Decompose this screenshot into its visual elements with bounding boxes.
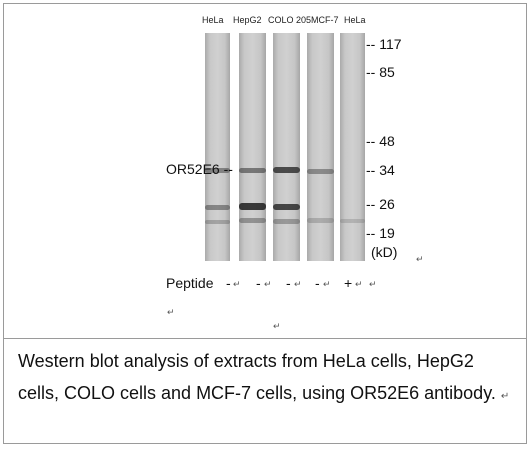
marker-19: -- 19 xyxy=(366,225,395,241)
return-mark: ↵ xyxy=(233,279,241,289)
return-mark: ↵ xyxy=(294,279,302,289)
target-protein-label: OR52E6 -- xyxy=(166,161,233,177)
lane-label-hela: HeLa xyxy=(202,15,224,25)
band-34kd xyxy=(273,167,300,173)
band-26kd xyxy=(205,205,230,210)
peptide-value-hela: - xyxy=(226,275,231,291)
lane-label-colo205: COLO 205 xyxy=(268,15,312,25)
band-22kd xyxy=(273,219,300,224)
marker-48: -- 48 xyxy=(366,133,395,149)
peptide-label: Peptide xyxy=(166,275,214,291)
caption-divider xyxy=(3,338,527,339)
band-22kd xyxy=(307,218,334,223)
unit-label: (kD) xyxy=(371,244,398,260)
figure-caption: Western blot analysis of extracts from H… xyxy=(18,346,518,412)
return-mark: ↵ xyxy=(355,279,363,289)
peptide-value-hepg2: - xyxy=(256,275,261,291)
return-mark: ↵ xyxy=(416,254,424,264)
blot-lane-hela-peptide xyxy=(340,33,365,261)
band-22kd xyxy=(205,220,230,224)
band-26kd xyxy=(273,204,300,210)
return-mark: ↵ xyxy=(273,321,281,331)
lane-label-hela-peptide: HeLa xyxy=(344,15,366,25)
blot-lane-mcf7 xyxy=(307,33,334,261)
band-34kd xyxy=(205,168,230,173)
figure-frame xyxy=(3,3,527,444)
band-34kd xyxy=(307,169,334,174)
band-26kd xyxy=(239,203,266,210)
return-mark: ↵ xyxy=(500,390,510,402)
band-22kd xyxy=(340,219,365,223)
lane-label-mcf7: MCF-7 xyxy=(311,15,339,25)
marker-85: -- 85 xyxy=(366,64,395,80)
marker-26: -- 26 xyxy=(366,196,395,212)
peptide-value-mcf7: - xyxy=(315,275,320,291)
peptide-value-colo205: - xyxy=(286,275,291,291)
blot-lane-colo205 xyxy=(273,33,300,261)
marker-117: -- 117 xyxy=(366,36,402,52)
lane-label-hepg2: HepG2 xyxy=(233,15,262,25)
blot-lane-hela xyxy=(205,33,230,261)
return-mark: ↵ xyxy=(369,279,377,289)
return-mark: ↵ xyxy=(264,279,272,289)
band-34kd xyxy=(239,168,266,173)
caption-text: Western blot analysis of extracts from H… xyxy=(18,351,496,403)
peptide-value-hela-peptide: + xyxy=(344,275,353,291)
blot-lane-hepg2 xyxy=(239,33,266,261)
marker-34: -- 34 xyxy=(366,162,395,178)
return-mark: ↵ xyxy=(323,279,331,289)
return-mark: ↵ xyxy=(167,307,175,317)
band-22kd xyxy=(239,218,266,223)
